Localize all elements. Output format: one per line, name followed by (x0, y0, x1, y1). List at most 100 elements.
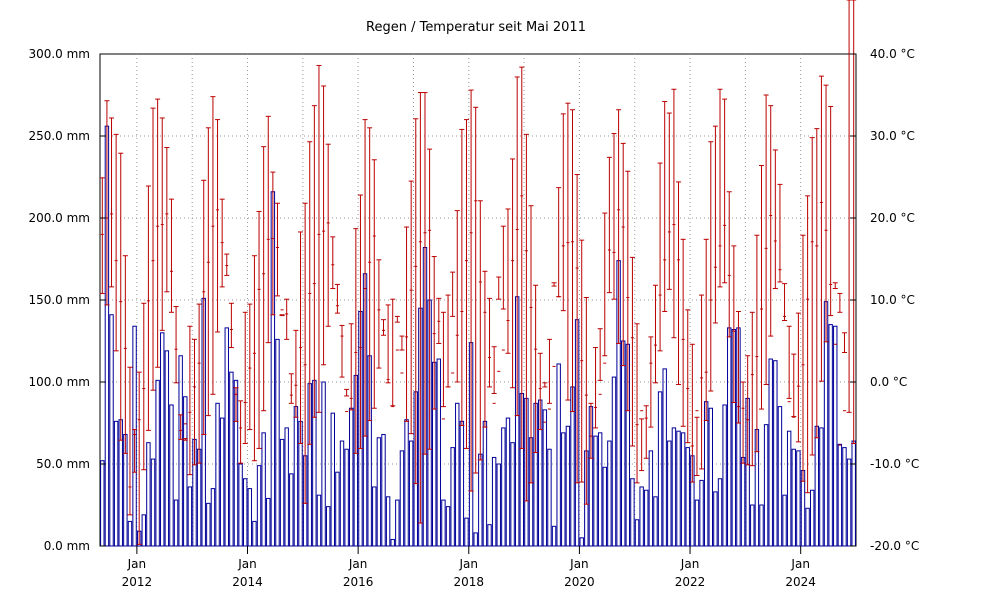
regen-bar (833, 325, 838, 547)
y-tick-label-left: 100.0 mm (28, 375, 90, 389)
x-tick-label-year: 2024 (785, 575, 816, 589)
regen-bar (791, 448, 796, 547)
regen-bar (206, 502, 211, 547)
regen-bar (611, 376, 617, 547)
regen-bar (173, 499, 179, 547)
regen-bar (330, 412, 335, 547)
x-tick-label-month: Jan (237, 557, 257, 571)
regen-bar (178, 355, 183, 547)
regen-bar (648, 450, 654, 547)
regen-bar (372, 486, 377, 547)
x-tick-label-month: Jan (569, 557, 589, 571)
regen-bar (597, 432, 603, 547)
regen-bar (680, 432, 686, 547)
regen-bar (335, 471, 340, 547)
y-tick-label-left: 250.0 mm (28, 129, 90, 143)
regen-bar (293, 406, 299, 547)
regen-bar (547, 448, 552, 547)
regen-bar (141, 514, 146, 547)
regen-bar (786, 430, 792, 547)
regen-bar (229, 371, 234, 547)
regen-bar (639, 486, 644, 547)
regen-bar (644, 489, 649, 547)
regen-bar (399, 450, 405, 547)
regen-bar (132, 325, 137, 547)
regen-bar (376, 437, 382, 547)
regen-bar (150, 458, 156, 547)
regen-bar (210, 488, 216, 547)
regen-bar (215, 402, 220, 547)
regen-bar (602, 466, 607, 547)
regen-bar (510, 442, 515, 547)
y-tick-label-right: -10.0 °C (870, 457, 919, 471)
regen-bar (155, 379, 160, 547)
regen-bar (113, 420, 119, 547)
regen-bar (565, 425, 571, 547)
x-tick-label-month: Jan (680, 557, 700, 571)
regen-bar (219, 417, 225, 547)
regen-bar (777, 406, 783, 547)
regen-bar (717, 478, 723, 547)
regen-bar (561, 432, 566, 547)
regen-bar (837, 443, 843, 547)
y-axis-right: -20.0 °C -10.0 °C 0.0 °C 10.0 °C 20.0 °C 30.0… (850, 47, 919, 553)
x-tick-label-year: 2022 (675, 575, 706, 589)
regen-bar (851, 440, 856, 547)
regen-bar (247, 488, 253, 547)
regen-bar (279, 438, 285, 547)
regen-bar (160, 332, 165, 547)
regen-bar (441, 499, 446, 547)
regen-bar (846, 458, 852, 547)
regen-bar (556, 363, 561, 547)
regen-bar (657, 391, 663, 547)
x-axis: Jan 2012 Jan 2014 Jan 2016 Jan 2018 Jan 2020 Jan 20… (122, 546, 816, 589)
x-tick-label-month: Jan (459, 557, 479, 571)
regen-bar (316, 494, 322, 547)
temperatur-series (99, 0, 857, 545)
regen-bar (256, 465, 262, 547)
x-tick-label-year: 2012 (122, 575, 153, 589)
regen-bar (325, 506, 331, 547)
regen-bar (183, 396, 188, 547)
regen-bar (478, 453, 483, 547)
regen-bar (289, 473, 294, 547)
x-tick-label-year: 2020 (564, 575, 595, 589)
regen-bar (607, 440, 612, 547)
regen-bar (224, 327, 229, 547)
y-tick-label-left: 150.0 mm (28, 293, 90, 307)
regen-bar (482, 420, 488, 547)
regen-bar (810, 489, 815, 547)
regen-bar (796, 450, 801, 547)
regen-bar (487, 524, 492, 547)
regen-bar (763, 424, 769, 547)
regen-bar (450, 447, 455, 547)
regen-bar (459, 420, 465, 547)
regen-bar (381, 433, 386, 547)
regen-bar (653, 496, 658, 547)
regen-bar (542, 409, 548, 547)
y-axis-left: 0.0 mm 50.0 mm 100.0 mm 150.0 mm 200.0 mm 250… (28, 47, 106, 553)
regen-bar (164, 350, 170, 547)
regen-bar (667, 440, 672, 547)
regen-bar (671, 427, 677, 547)
regen-bar (727, 327, 732, 547)
regen-bar (842, 447, 847, 547)
x-tick-label-year: 2016 (343, 575, 374, 589)
regen-bar (390, 538, 395, 547)
regen-bar (759, 504, 764, 547)
regen-bar (266, 497, 271, 547)
regen-bar (773, 360, 778, 547)
y-tick-label-left: 200.0 mm (28, 211, 90, 225)
x-tick-label-year: 2014 (232, 575, 263, 589)
y-tick-label-left: 50.0 mm (36, 457, 90, 471)
x-tick-label-month: Jan (790, 557, 810, 571)
regen-bar (713, 491, 718, 547)
regen-bar (630, 478, 635, 547)
regen-bar (579, 537, 584, 547)
regen-bar (491, 456, 497, 547)
y-tick-label-right: -20.0 °C (870, 539, 919, 553)
regen-bar (593, 435, 598, 547)
regen-bar (238, 463, 243, 547)
regen-bar (455, 402, 460, 547)
